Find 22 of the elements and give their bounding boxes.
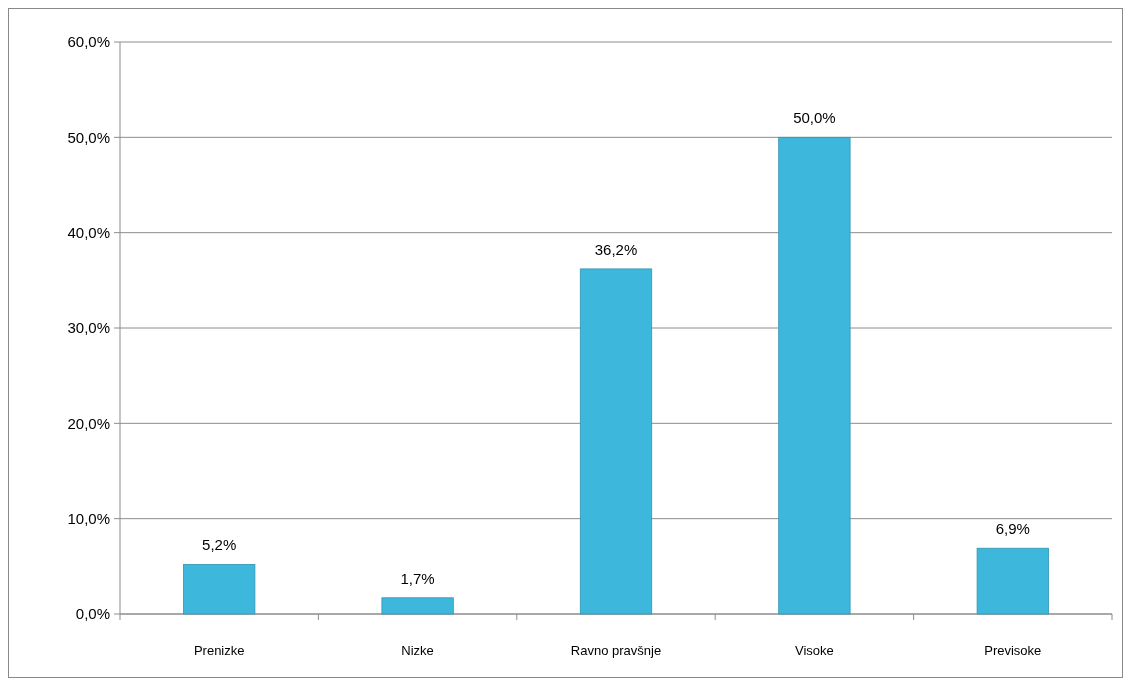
bar (579, 268, 653, 615)
y-tick-label: 30,0% (67, 319, 110, 337)
x-tick-label: Nizke (401, 643, 434, 658)
y-tick-label: 10,0% (67, 509, 110, 527)
bar (183, 564, 256, 615)
y-tick-label: 20,0% (67, 414, 110, 432)
data-label: 36,2% (594, 240, 638, 258)
bar (976, 547, 1049, 615)
data-label: 50,0% (793, 109, 836, 127)
bar (778, 136, 851, 615)
y-tick-label: 50,0% (67, 128, 110, 146)
y-tick-label: 60,0% (67, 33, 110, 51)
x-tick-label: Previsoke (984, 643, 1042, 658)
x-tick-label: Prenizke (193, 643, 245, 658)
bar (381, 597, 454, 615)
y-tick-label: 0,0% (75, 605, 110, 623)
y-tick-label: 40,0% (67, 223, 110, 241)
data-label: 5,2% (202, 536, 237, 554)
data-label: 6,9% (995, 520, 1030, 538)
data-label: 1,7% (400, 569, 435, 587)
x-tick-label: Visoke (795, 643, 834, 658)
x-tick-label: Ravno pravšnje (570, 643, 662, 658)
